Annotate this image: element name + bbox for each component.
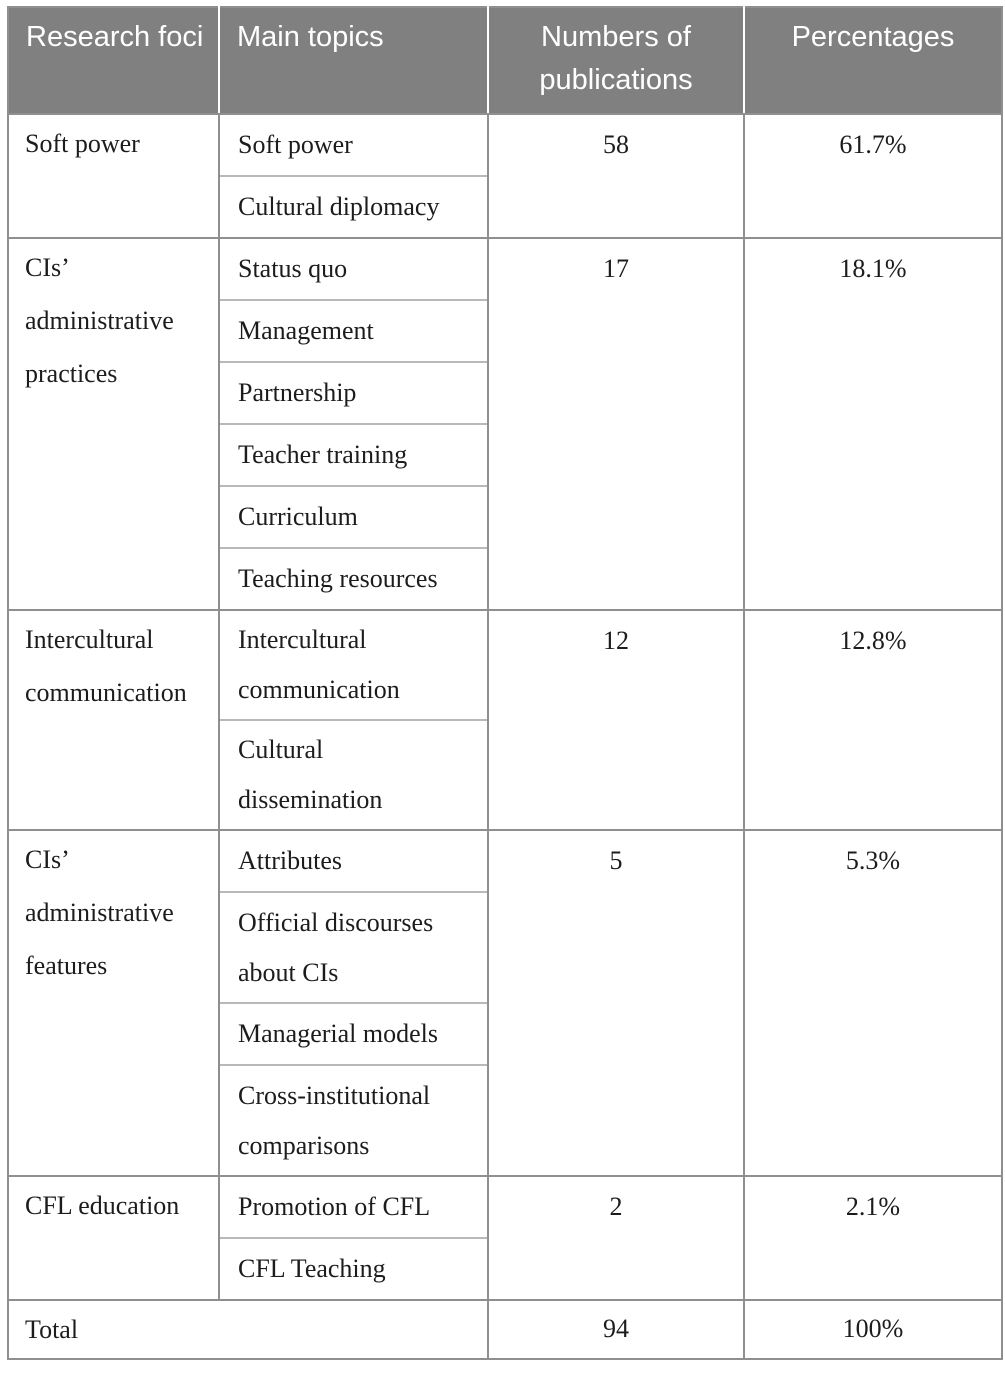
table-row: Soft power Soft power 58 61.7% — [8, 113, 1002, 238]
percentage-cell: 61.7% — [744, 113, 1002, 238]
col-header-numbers-of-publications: Numbers of publications — [488, 7, 745, 115]
topic-cell: Cultural diplomacy — [219, 175, 489, 238]
focus-cell-cis-administrative-features: CIs’ administrative features — [8, 829, 220, 1176]
table-row: Teacher training — [8, 423, 1002, 486]
percentage-cell: 5.3% — [744, 829, 1002, 1176]
publications-summary-table: Research foci Main topics Numbers of pub… — [7, 6, 1003, 1360]
total-publications-cell: 94 — [488, 1299, 745, 1359]
table-row: Curriculum — [8, 485, 1002, 548]
col-header-research-foci: Research foci — [8, 7, 220, 115]
table-row: Cultural dissemination — [8, 719, 1002, 830]
topic-cell: Teaching resources — [219, 547, 489, 610]
topic-cell: Partnership — [219, 361, 489, 424]
topic-cell: Promotion of CFL — [219, 1175, 489, 1238]
topic-cell: Management — [219, 299, 489, 362]
publications-cell: 58 — [488, 113, 745, 238]
table-row: Partnership — [8, 361, 1002, 424]
total-percentage-cell: 100% — [744, 1299, 1002, 1359]
focus-cell-cfl-education: CFL education — [8, 1175, 220, 1300]
table-row: Cultural diplomacy — [8, 175, 1002, 238]
publications-cell: 17 — [488, 237, 745, 610]
table-row: Management — [8, 299, 1002, 362]
col-header-percentages: Percentages — [744, 7, 1002, 115]
table-row: Official discourses about CIs — [8, 891, 1002, 1003]
topic-cell: Soft power — [219, 113, 489, 176]
col-header-main-topics: Main topics — [219, 7, 489, 115]
publications-cell: 2 — [488, 1175, 745, 1300]
table-row: Intercultural communication Intercultura… — [8, 609, 1002, 830]
header-row: Research foci Main topics Numbers of pub… — [8, 7, 1002, 115]
table-row: Managerial models — [8, 1002, 1002, 1065]
table-row: CIs’ administrative features Attributes … — [8, 829, 1002, 1176]
table-row: CIs’ administrative practices Status quo… — [8, 237, 1002, 610]
topic-cell: Managerial models — [219, 1002, 489, 1065]
topic-cell: Teacher training — [219, 423, 489, 486]
publications-cell: 12 — [488, 609, 745, 830]
focus-cell-intercultural-communication: Intercultural communication — [8, 609, 220, 830]
publications-cell: 5 — [488, 829, 745, 1176]
topic-cell: CFL Teaching — [219, 1237, 489, 1300]
total-row: Total 94 100% — [8, 1299, 1002, 1359]
table-row: CFL Teaching — [8, 1237, 1002, 1300]
total-label-cell: Total — [8, 1299, 489, 1359]
topic-cell: Attributes — [219, 829, 489, 892]
percentage-cell: 18.1% — [744, 237, 1002, 610]
percentage-cell: 12.8% — [744, 609, 1002, 830]
topic-cell: Cross-institutional comparisons — [219, 1064, 489, 1176]
table-row: Cross-institutional comparisons — [8, 1064, 1002, 1176]
topic-cell: Curriculum — [219, 485, 489, 548]
topic-cell: Intercultural communication — [219, 609, 489, 720]
percentage-cell: 2.1% — [744, 1175, 1002, 1300]
table-row: Teaching resources — [8, 547, 1002, 610]
topic-cell: Official discourses about CIs — [219, 891, 489, 1003]
table-row: CFL education Promotion of CFL 2 2.1% — [8, 1175, 1002, 1300]
focus-cell-cis-administrative-practices: CIs’ administrative practices — [8, 237, 220, 610]
focus-cell-soft-power: Soft power — [8, 113, 220, 238]
topic-cell: Status quo — [219, 237, 489, 300]
topic-cell: Cultural dissemination — [219, 719, 489, 830]
